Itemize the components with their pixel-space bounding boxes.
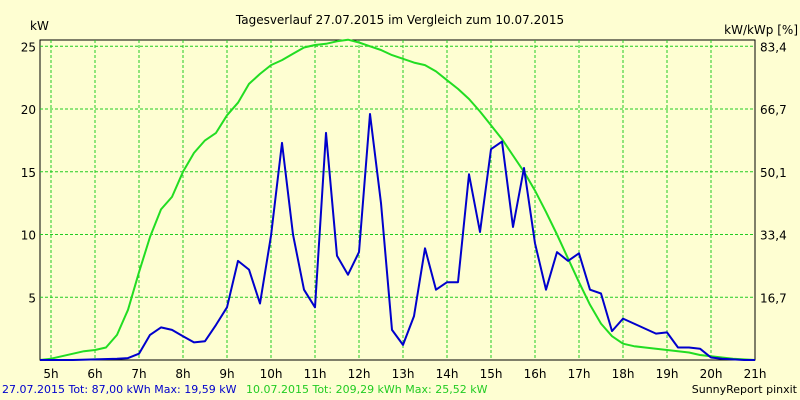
- y-axis-ticks: 5 10 15 20 25 16,7 33,4 50,1 66,7 83,4: [21, 40, 787, 305]
- x-tick-label: 17h: [568, 367, 591, 381]
- x-tick-label: 13h: [392, 367, 415, 381]
- x-tick-label: 19h: [656, 367, 679, 381]
- y-tick-label-left: 5: [28, 291, 36, 305]
- x-tick-label: 9h: [219, 367, 234, 381]
- left-axis-unit: kW: [30, 19, 49, 33]
- x-tick-label: 8h: [175, 367, 190, 381]
- y-tick-label-right: 83,4: [760, 40, 787, 54]
- plot-area: [39, 38, 756, 361]
- x-tick-label: 10h: [260, 367, 283, 381]
- y-tick-label-left: 15: [21, 166, 36, 180]
- x-tick-label: 12h: [348, 367, 371, 381]
- legend-series-1: 27.07.2015 Tot: 87,00 kWh Max: 19,59 kW: [2, 383, 237, 396]
- y-tick-label-right: 16,7: [760, 291, 787, 305]
- chart-title: Tagesverlauf 27.07.2015 im Vergleich zum…: [235, 13, 564, 27]
- x-tick-label: 21h: [744, 367, 767, 381]
- x-tick-label: 5h: [43, 367, 58, 381]
- x-tick-label: 20h: [700, 367, 723, 381]
- y-tick-label-right: 66,7: [760, 103, 787, 117]
- y-tick-label-right: 50,1: [760, 166, 787, 180]
- right-axis-unit: kW/kWp [%]: [724, 23, 798, 37]
- series-line-27-07-2015: [40, 113, 755, 361]
- x-tick-label: 14h: [436, 367, 459, 381]
- grid-lines: [40, 40, 755, 360]
- x-tick-label: 15h: [480, 367, 503, 381]
- y-tick-label-left: 20: [21, 103, 36, 117]
- x-tick-label: 11h: [304, 367, 327, 381]
- y-tick-label-right: 33,4: [760, 229, 787, 243]
- series-line-10-07-2015: [39, 38, 756, 361]
- plot-frame: [39, 39, 756, 361]
- footer-brand: SunnyReport pinxit: [692, 383, 798, 396]
- y-tick-label-left: 10: [21, 229, 36, 243]
- legend-series-2: 10.07.2015 Tot: 209,29 kWh Max: 25,52 kW: [246, 383, 488, 396]
- x-tick-label: 6h: [87, 367, 102, 381]
- x-axis-ticks: 5h 6h 7h 8h 9h 10h 11h 12h 13h 14h 15h 16h 17h 18h 19h…: [43, 367, 766, 381]
- y-tick-label-left: 25: [21, 40, 36, 54]
- series-lines: [39, 38, 756, 361]
- x-tick-label: 16h: [524, 367, 547, 381]
- x-tick-label: 18h: [612, 367, 635, 381]
- x-tick-label: 7h: [131, 367, 146, 381]
